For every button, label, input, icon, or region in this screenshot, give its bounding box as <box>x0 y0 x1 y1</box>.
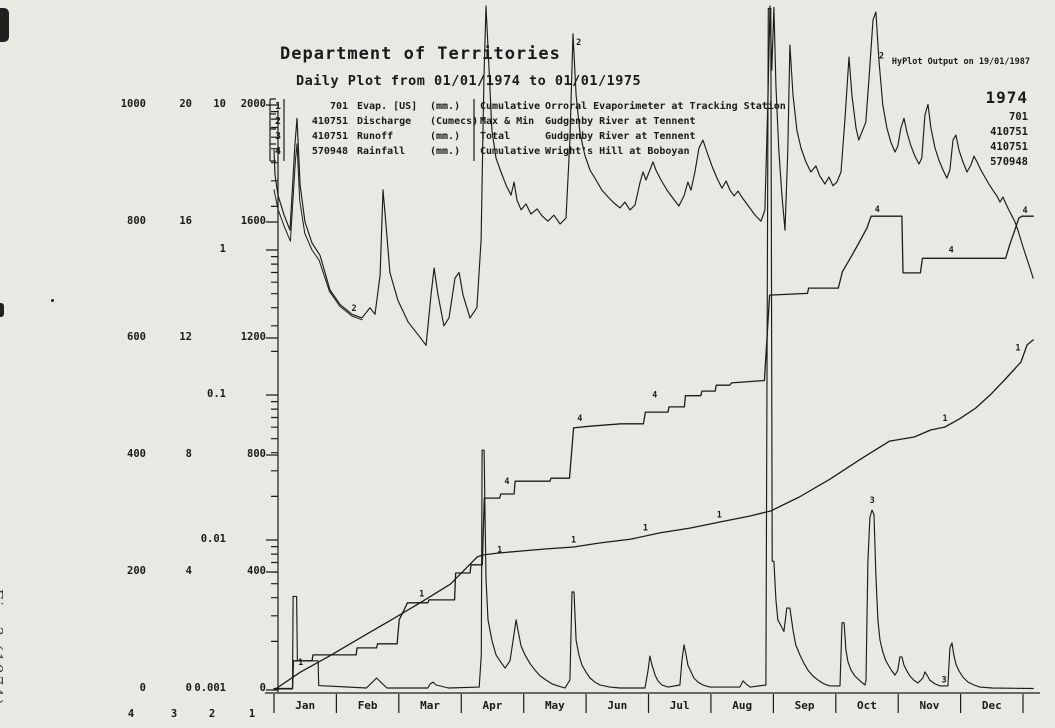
month-label: May <box>544 699 565 712</box>
curve-number-label: 1 <box>717 510 722 520</box>
month-label: Jun <box>607 699 628 712</box>
legend-parameter: Evap. [US] <box>357 101 418 112</box>
axis-tick-label: 1200 <box>240 331 266 343</box>
legend-station-id: 701 <box>329 101 348 112</box>
series-discharge-max-line <box>273 5 1034 346</box>
axis-tick-label: 200 <box>127 565 146 577</box>
curve-number-label: 3 <box>870 496 875 506</box>
legend-statistic: Cumulative <box>480 146 541 157</box>
axis-tick-label: 0 <box>259 682 266 694</box>
curve-number-label: 2 <box>351 304 356 314</box>
series-runoff-total-line <box>273 7 1034 690</box>
curve-number-label: 4 <box>949 245 954 255</box>
axis-tick-label: 0.01 <box>200 533 226 545</box>
axis-tick-label: 1 <box>219 243 226 255</box>
curve-number-label: 4 <box>504 477 509 487</box>
axis-tick-label: 1600 <box>240 215 266 227</box>
series-discharge-min-line <box>273 143 363 321</box>
curve-number-label: 4 <box>875 205 880 215</box>
curve-number-label: 1 <box>643 524 648 534</box>
page-title: Department of Territories <box>280 44 561 64</box>
year-label: 1974 <box>985 88 1028 107</box>
legend-station-id: 570948 <box>311 146 348 157</box>
month-label: Mar <box>420 699 440 712</box>
axis-tick-label: 0.001 <box>194 682 226 694</box>
scale-id-label: 4 <box>127 708 135 720</box>
curve-number-label: 4 <box>1023 206 1028 216</box>
curve-number-label: 2 <box>576 38 581 48</box>
axis-tick-label: 4 <box>185 565 192 577</box>
axis-tick-label: 20 <box>179 98 192 110</box>
series-rainfall-cumulative-line <box>273 215 1034 690</box>
legend-row-number: 1 <box>274 101 282 112</box>
month-label: Nov <box>919 699 940 712</box>
station-id-right: 410751 <box>990 141 1028 153</box>
legend-station-id: 410751 <box>311 116 348 127</box>
station-id-right: 410751 <box>990 126 1028 138</box>
month-label: Apr <box>482 699 503 712</box>
axis-lines <box>265 98 1040 713</box>
month-label: Oct <box>857 699 877 712</box>
month-label: Feb <box>357 699 378 712</box>
scan-smudge <box>0 8 9 42</box>
curve-number-label: 4 <box>577 414 582 424</box>
axis-tick-label: 12 <box>179 331 192 343</box>
axis-tick-label: 8 <box>185 448 192 460</box>
axis-tick-label: 16 <box>179 215 192 227</box>
curve-number-label: 1 <box>497 546 502 556</box>
axis-tick-label: 0.1 <box>207 388 226 400</box>
curve-number-label: 4 <box>652 391 657 401</box>
legend-parameter: Rainfall <box>357 146 406 157</box>
axis-tick-label: 400 <box>127 448 146 460</box>
month-label: Jan <box>295 699 316 712</box>
month-label: Sep <box>794 699 815 712</box>
legend-site-name: Gudgenby River at Tennent <box>545 116 696 127</box>
axis-tick-label: 10 <box>213 98 226 110</box>
legend-statistic: Cumulative <box>480 101 541 112</box>
curve-number-label: 3 <box>941 676 946 686</box>
axis-tick-label: 800 <box>127 215 146 227</box>
axis-tick-label: 600 <box>127 331 146 343</box>
curve-number-label: 1 <box>298 658 303 668</box>
month-label: Aug <box>732 699 753 712</box>
hyplot-output-note: HyPlot Output on 19/01/1987 <box>891 57 1030 67</box>
legend-parameter: Discharge <box>357 116 412 127</box>
scan-smudge <box>51 299 54 302</box>
curve-number-label: 1 <box>571 535 576 545</box>
series-evap-cumulative-line <box>273 339 1034 691</box>
curve-number-label: 2 <box>879 51 884 61</box>
scale-id-label: 1 <box>248 708 256 720</box>
axis-tick-label: 400 <box>247 565 266 577</box>
scan-smudge <box>0 303 4 317</box>
legend-parameter: Runoff <box>357 131 394 142</box>
legend-statistic: Total <box>480 131 511 142</box>
axis-tick-label: 1000 <box>120 98 146 110</box>
legend-unit: (mm.) <box>430 101 461 112</box>
station-id-right: 570948 <box>990 156 1028 168</box>
axis-tick-label: 2000 <box>240 98 266 110</box>
scale-id-label: 2 <box>208 708 216 720</box>
legend-site-name: Wright's Hill at Boboyan <box>545 146 690 157</box>
legend-unit: (mm.) <box>430 146 461 157</box>
curve-number-label: 1 <box>419 589 424 599</box>
legend-statistic: Max & Min <box>480 116 535 127</box>
axis-tick-label: 800 <box>247 448 266 460</box>
curve-number-label: 1 <box>1015 344 1020 354</box>
month-label: Dec <box>981 699 1002 712</box>
curve-number-label: 1 <box>942 414 947 424</box>
axis-tick-label: 0 <box>185 682 192 694</box>
station-id-right: 701 <box>1009 111 1028 123</box>
scale-id-label: 3 <box>170 708 178 720</box>
legend-unit: (Cumecs) <box>430 116 479 127</box>
page-subtitle: Daily Plot from 01/01/1974 to 01/01/1975 <box>296 73 642 89</box>
month-label: Jul <box>669 699 690 712</box>
legend-unit: (mm.) <box>430 131 461 142</box>
legend-station-id: 410751 <box>311 131 348 142</box>
legend-site-name: Orroral Evaporimeter at Tracking Station <box>545 101 786 112</box>
axis-tick-label: 0 <box>139 682 146 694</box>
legend-site-name: Gudgenby River at Tennent <box>545 131 696 142</box>
